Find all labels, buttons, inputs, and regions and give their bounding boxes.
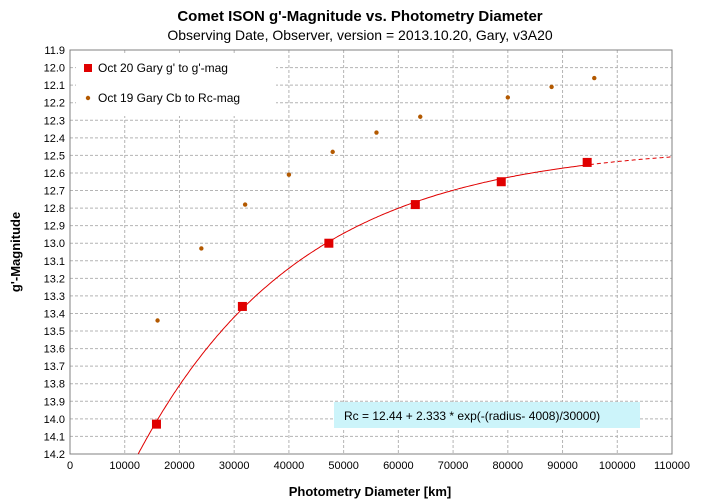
y-tick-label: 13.9 [44,396,65,408]
point-series-1 [155,318,160,323]
y-tick-label: 14.2 [44,449,65,461]
legend-marker-oct20 [84,64,92,72]
point-series-1 [592,75,597,81]
point-series-1 [330,149,335,155]
y-axis-title: g'-Magnitude [8,212,23,292]
x-axis-title: Photometry Diameter [km] [289,484,452,499]
chart-title: Comet ISON g'-Magnitude vs. Photometry D… [177,8,542,25]
y-tick-label: 12.2 [44,98,65,110]
x-tick-label: 10000 [109,460,140,472]
y-tick-label: 12.8 [44,203,65,215]
y-tick-label: 13.5 [44,326,65,338]
equation-annotation: Rc = 12.44 + 2.333 * exp(-(radius- 4008)… [334,402,640,428]
point-series-0 [496,177,506,187]
annotation-box [334,402,640,428]
annotation-text: Rc = 12.44 + 2.333 * exp(-(radius- 4008)… [344,409,600,423]
fit-curve-solid [137,164,590,455]
chart-subtitle: Observing Date, Observer, version = 2013… [167,27,553,43]
fit-curve-extension [589,156,673,166]
y-tick-label: 12.7 [44,186,65,198]
data-series [151,75,597,429]
y-tick-label: 12.0 [44,63,65,75]
y-tick-label: 12.1 [44,80,65,92]
x-tick-label: 50000 [328,460,359,472]
x-tick-label: 110000 [654,460,690,472]
plot-frame [69,49,673,455]
x-tick-label: 100000 [599,460,636,472]
point-series-1 [418,114,423,119]
point-series-0 [151,419,161,429]
y-tick-label: 13.6 [44,344,65,356]
point-series-0 [582,157,592,167]
x-tick-label: 20000 [164,460,195,472]
x-tick-label: 70000 [438,460,469,472]
point-series-0 [237,301,247,311]
y-tick-label: 14.0 [44,414,65,426]
legend-marker-oct19 [85,95,91,101]
y-tick-label: 12.6 [44,168,65,180]
x-tick-label: 90000 [547,460,578,472]
x-tick-label: 60000 [383,460,414,472]
point-series-1 [199,246,204,251]
x-tick-label: 40000 [274,460,305,472]
y-tick-label: 13.7 [44,361,65,373]
point-series-0 [410,200,420,210]
y-tick-label: 13.3 [44,291,65,303]
y-tick-label: 12.5 [44,150,65,162]
x-tick-label: 80000 [493,460,524,472]
point-series-1 [242,202,248,207]
point-series-1 [374,130,379,135]
point-series-0 [324,238,334,248]
y-tick-label: 12.9 [44,221,65,233]
legend-label-oct20: Oct 20 Gary g' to g'-mag [98,61,228,75]
x-tick-label: 0 [67,460,73,472]
y-tick-labels: 11.9 12.0 12.1 12.2 12.3 12.4 12.5 12.6 12.7 12.8… [44,45,65,461]
point-series-1 [286,172,292,177]
y-tick-label: 11.9 [44,45,65,57]
y-tick-label: 13.8 [44,379,65,391]
y-tick-label: 13.4 [44,308,65,320]
legend-label-oct19: Oct 19 Gary Cb to Rc-mag [98,91,240,105]
y-tick-label: 13.0 [44,238,65,250]
y-tick-label: 13.2 [44,273,65,285]
y-tick-label: 12.4 [44,133,65,145]
y-tick-label: 12.3 [44,115,65,127]
plot-area [137,75,673,455]
y-tick-label: 13.1 [44,256,65,268]
point-series-1 [549,84,554,90]
legend: Oct 20 Gary g' to g'-mag Oct 19 Gary Cb … [76,54,276,116]
y-tick-label: 14.1 [44,431,65,443]
legend-box [76,54,276,116]
point-series-1 [505,95,511,100]
x-tick-labels: 0 10000 20000 30000 40000 50000 60000 70000 8000… [67,460,690,472]
x-tick-label: 30000 [219,460,250,472]
